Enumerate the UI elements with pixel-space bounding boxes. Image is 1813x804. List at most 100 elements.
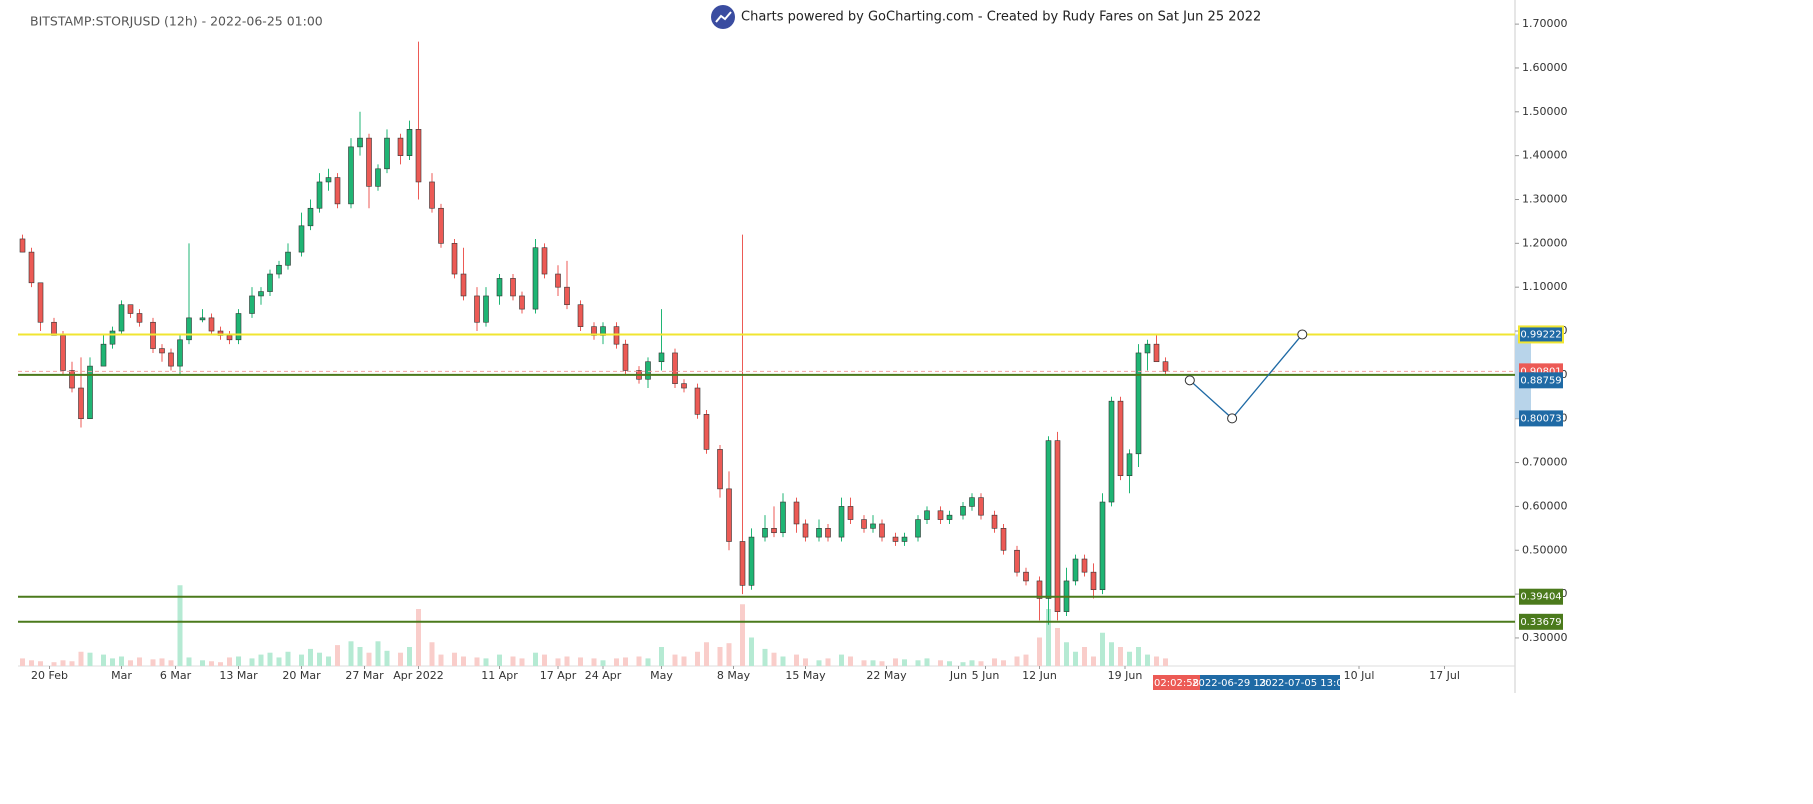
candle-body [861, 519, 867, 529]
volume-bar [695, 651, 700, 666]
volume-bar [794, 654, 799, 666]
volume-bar [704, 642, 709, 666]
volume-bar [1014, 656, 1020, 666]
candle-body [519, 295, 525, 310]
x-tick-label: 5 Jun [972, 669, 1000, 682]
candle-body [1014, 549, 1020, 573]
volume-bar [398, 652, 403, 666]
volume-bar [249, 658, 255, 666]
projection-label: 0.88759 [1520, 375, 1561, 386]
candle-body [1054, 440, 1061, 612]
candle-body [978, 497, 984, 516]
time-label: 2022-06-29 13:0 [1192, 678, 1276, 689]
volume-bar [839, 654, 844, 666]
candle-body [937, 510, 944, 520]
x-tick-label: 17 Jul [1429, 669, 1460, 682]
volume-bar [267, 652, 273, 666]
candle-body [555, 273, 561, 288]
candle-body [69, 370, 75, 389]
volume-bar [177, 585, 183, 666]
candle-body [541, 247, 548, 275]
volume-bar [762, 648, 768, 666]
candle-body [748, 536, 755, 586]
candle-body [1144, 343, 1151, 354]
candle-body [726, 488, 732, 542]
candle-body [717, 449, 723, 490]
candle-body [1023, 571, 1029, 582]
candle-body [451, 243, 458, 275]
volume-bar [60, 660, 66, 666]
volume-bar [276, 657, 282, 666]
candle-body [19, 238, 26, 253]
candle-body [838, 506, 845, 538]
volume-bar [168, 660, 174, 666]
candle-body [991, 514, 998, 529]
level-label: 0.99222 [1520, 329, 1561, 340]
volume-bar [1145, 654, 1150, 666]
volume-bar [726, 643, 732, 666]
y-tick-label: 1.40000 [1522, 149, 1568, 162]
volume-bar [659, 647, 664, 666]
candle-body [316, 181, 323, 209]
candle-body [267, 273, 273, 292]
volume-bar [825, 658, 831, 666]
volume-bar [893, 658, 898, 666]
volume-bar [474, 657, 480, 666]
volume-bar [317, 652, 322, 666]
projection-label: 0.80073 [1520, 413, 1561, 424]
volume-bar [717, 647, 723, 666]
candle-body [397, 137, 404, 156]
time-label-bg [1153, 675, 1200, 690]
volume-bar [285, 651, 291, 666]
volume-bar [1154, 656, 1159, 666]
x-tick-label: 27 Mar [345, 669, 384, 682]
volume-bar [348, 641, 354, 666]
candle-body [870, 523, 876, 529]
volume-bar [1109, 642, 1114, 666]
y-tick-label: 0.50000 [1522, 543, 1568, 556]
x-tick-label: 10 Jul [1344, 669, 1375, 682]
candle-body [946, 514, 953, 520]
candle-body [348, 146, 354, 205]
volume-bar [110, 658, 115, 666]
level-label: 0.39404 [1520, 592, 1561, 603]
candle-body [474, 295, 480, 323]
volume-bar [258, 654, 264, 666]
volume-bar [1037, 637, 1042, 666]
volume-bar [438, 654, 444, 666]
x-tick-label: Mar [111, 669, 132, 682]
projection-point [1297, 329, 1308, 340]
volume-bar [947, 661, 952, 666]
volume-bar [236, 656, 241, 666]
candle-body [847, 506, 854, 520]
x-tick-label: 8 May [717, 669, 751, 682]
volume-bar [749, 637, 754, 666]
volume-bar [645, 658, 651, 666]
volume-bar [357, 647, 363, 666]
level-label-bg [1518, 325, 1564, 344]
candle-body [1000, 528, 1007, 551]
subtitle: Charts powered by GoCharting.com - Creat… [741, 10, 1261, 25]
volume-bar [1100, 632, 1105, 666]
volume-bar [483, 658, 489, 666]
volume-bar [861, 660, 867, 666]
volume-bar [1091, 656, 1096, 666]
x-tick-label: 15 May [785, 669, 826, 682]
candle-body [771, 528, 777, 534]
candle-body [483, 295, 489, 323]
volume-bar [128, 660, 133, 666]
candle-body [1153, 343, 1160, 363]
volume-bar [1127, 651, 1132, 666]
projection-line [1189, 334, 1303, 420]
volume-bar [519, 658, 525, 666]
candle-body [780, 501, 786, 534]
candle-body [825, 528, 831, 538]
candle-body [532, 247, 539, 310]
y-tick-label: 1.50000 [1522, 105, 1568, 118]
candle-body [100, 343, 107, 367]
volume-bar [366, 652, 372, 666]
candle-body [186, 317, 192, 341]
candle-body [915, 519, 921, 538]
volume-bar [992, 658, 997, 666]
volume-bar [564, 656, 570, 666]
